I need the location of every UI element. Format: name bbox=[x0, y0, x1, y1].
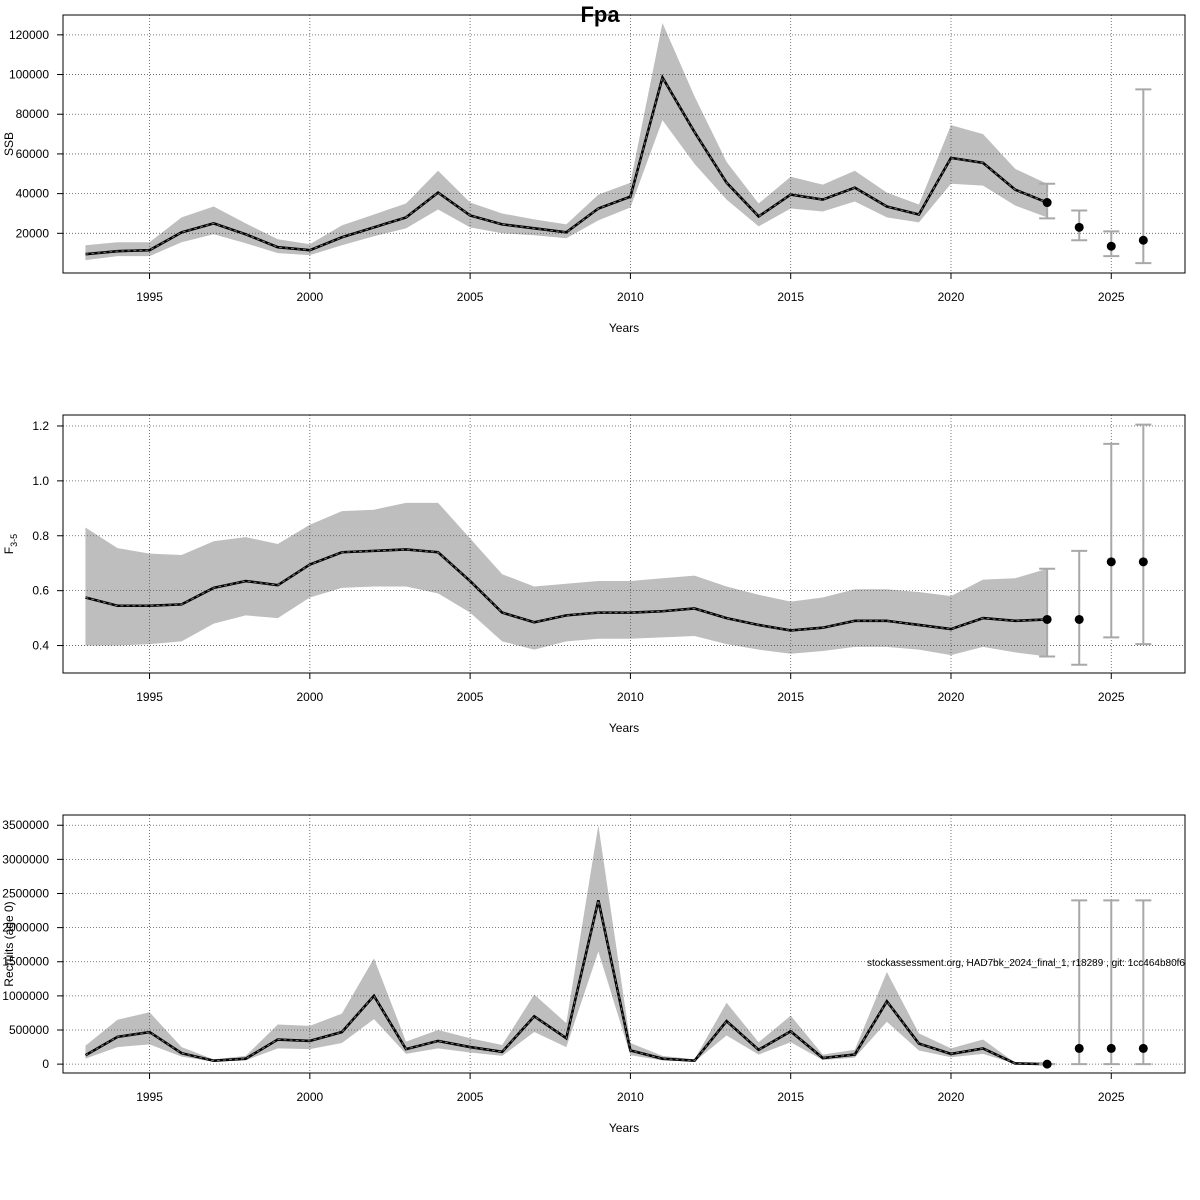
y-tick-label: 1500000 bbox=[2, 955, 49, 969]
forecast-point bbox=[1074, 1043, 1084, 1053]
x-tick-label: 2025 bbox=[1098, 1090, 1125, 1104]
y-axis-label: F3-5 bbox=[2, 534, 19, 554]
credit-text: stockassessment.org, HAD7bk_2024_final_1… bbox=[867, 958, 1185, 969]
y-tick-label: 120000 bbox=[9, 28, 49, 42]
x-axis-label: Years bbox=[609, 1121, 639, 1135]
plot-frame bbox=[62, 14, 1186, 274]
plot-frame bbox=[62, 414, 1186, 674]
x-tick-label: 2010 bbox=[617, 690, 644, 704]
forecast-errorbar bbox=[1135, 899, 1152, 1066]
x-tick-label: 2010 bbox=[617, 290, 644, 304]
confidence-band bbox=[85, 502, 1048, 657]
y-tick-label: 2000000 bbox=[2, 921, 49, 935]
panel-3: 1995 2000 2005 2010 2015 2020 2025 0 500000 10000… bbox=[2, 814, 1186, 1135]
forecast-point bbox=[1074, 614, 1084, 624]
y-tick-label: 3500000 bbox=[2, 818, 49, 832]
x-tick-label: 2025 bbox=[1098, 690, 1125, 704]
forecast-errorbar bbox=[1103, 442, 1120, 639]
y-axis-label: Recruits (age 0) bbox=[2, 901, 16, 986]
confidence-band bbox=[85, 825, 1048, 1065]
x-tick-label: 2000 bbox=[296, 1090, 323, 1104]
y-tick-label: 20000 bbox=[16, 226, 50, 240]
forecast-errorbar bbox=[1103, 899, 1120, 1066]
y-tick-label: 0.6 bbox=[32, 584, 49, 598]
x-tick-label: 2000 bbox=[296, 290, 323, 304]
y-tick-label: 2500000 bbox=[2, 886, 49, 900]
forecast-errorbar bbox=[1135, 423, 1152, 646]
x-axis-label: Years bbox=[609, 721, 639, 735]
forecast-point bbox=[1138, 1043, 1148, 1053]
forecast-errorbar bbox=[1135, 88, 1152, 265]
estimate-line bbox=[85, 548, 1048, 632]
y-tick-label: 1.2 bbox=[32, 419, 49, 433]
y-axis-label: SSB bbox=[2, 132, 16, 156]
y-tick-label: 40000 bbox=[16, 187, 50, 201]
forecast-point bbox=[1042, 198, 1052, 208]
forecast-point bbox=[1042, 1059, 1052, 1069]
y-tick-label: 500000 bbox=[9, 1023, 49, 1037]
forecast-point bbox=[1138, 235, 1148, 245]
panel-2: 1995 2000 2005 2010 2015 2020 2025 0.4 0.6 0.8 1.0… bbox=[2, 414, 1186, 735]
x-tick-label: 2005 bbox=[457, 1090, 484, 1104]
forecast-point bbox=[1074, 222, 1084, 232]
x-tick-label: 2025 bbox=[1098, 290, 1125, 304]
forecast-errorbar bbox=[1039, 567, 1056, 658]
forecast-point bbox=[1106, 1043, 1116, 1053]
x-tick-label: 2015 bbox=[777, 690, 804, 704]
x-tick-label: 2020 bbox=[938, 1090, 965, 1104]
x-tick-label: 2020 bbox=[938, 290, 965, 304]
panel-1: 1995 2000 2005 2010 2015 2020 2025 20000 40000 60… bbox=[2, 14, 1186, 335]
plot-frame bbox=[62, 814, 1186, 1074]
y-axis-label-subscript: 3-5 bbox=[9, 534, 19, 547]
y-tick-label: 0.8 bbox=[32, 529, 49, 543]
x-axis-label: Years bbox=[609, 321, 639, 335]
x-tick-label: 2005 bbox=[457, 290, 484, 304]
x-tick-label: 2015 bbox=[777, 290, 804, 304]
x-tick-label: 1995 bbox=[136, 1090, 163, 1104]
y-tick-label: 1000000 bbox=[2, 989, 49, 1003]
x-tick-label: 2015 bbox=[777, 1090, 804, 1104]
estimate-line bbox=[84, 900, 1048, 1066]
x-tick-label: 2020 bbox=[938, 690, 965, 704]
y-tick-label: 60000 bbox=[16, 147, 50, 161]
forecast-point bbox=[1042, 614, 1052, 624]
x-tick-label: 1995 bbox=[136, 690, 163, 704]
confidence-band bbox=[85, 22, 1048, 261]
x-tick-label: 2010 bbox=[617, 1090, 644, 1104]
y-tick-label: 1.0 bbox=[32, 474, 49, 488]
y-tick-label: 100000 bbox=[9, 68, 49, 82]
y-tick-label: 80000 bbox=[16, 107, 50, 121]
estimate-line-dash bbox=[85, 900, 1048, 1065]
estimate-line-dash bbox=[85, 76, 1048, 255]
forecast-point bbox=[1106, 557, 1116, 567]
forecast-errorbar bbox=[1071, 549, 1088, 666]
x-tick-label: 2000 bbox=[296, 690, 323, 704]
y-tick-label: 0 bbox=[42, 1057, 49, 1071]
y-tick-label: 0.4 bbox=[32, 639, 49, 653]
forecast-point bbox=[1106, 241, 1116, 251]
x-tick-label: 1995 bbox=[136, 290, 163, 304]
y-tick-label: 3000000 bbox=[2, 852, 49, 866]
x-tick-label: 2005 bbox=[457, 690, 484, 704]
forecast-errorbar bbox=[1071, 899, 1088, 1066]
forecast-point bbox=[1138, 557, 1148, 567]
